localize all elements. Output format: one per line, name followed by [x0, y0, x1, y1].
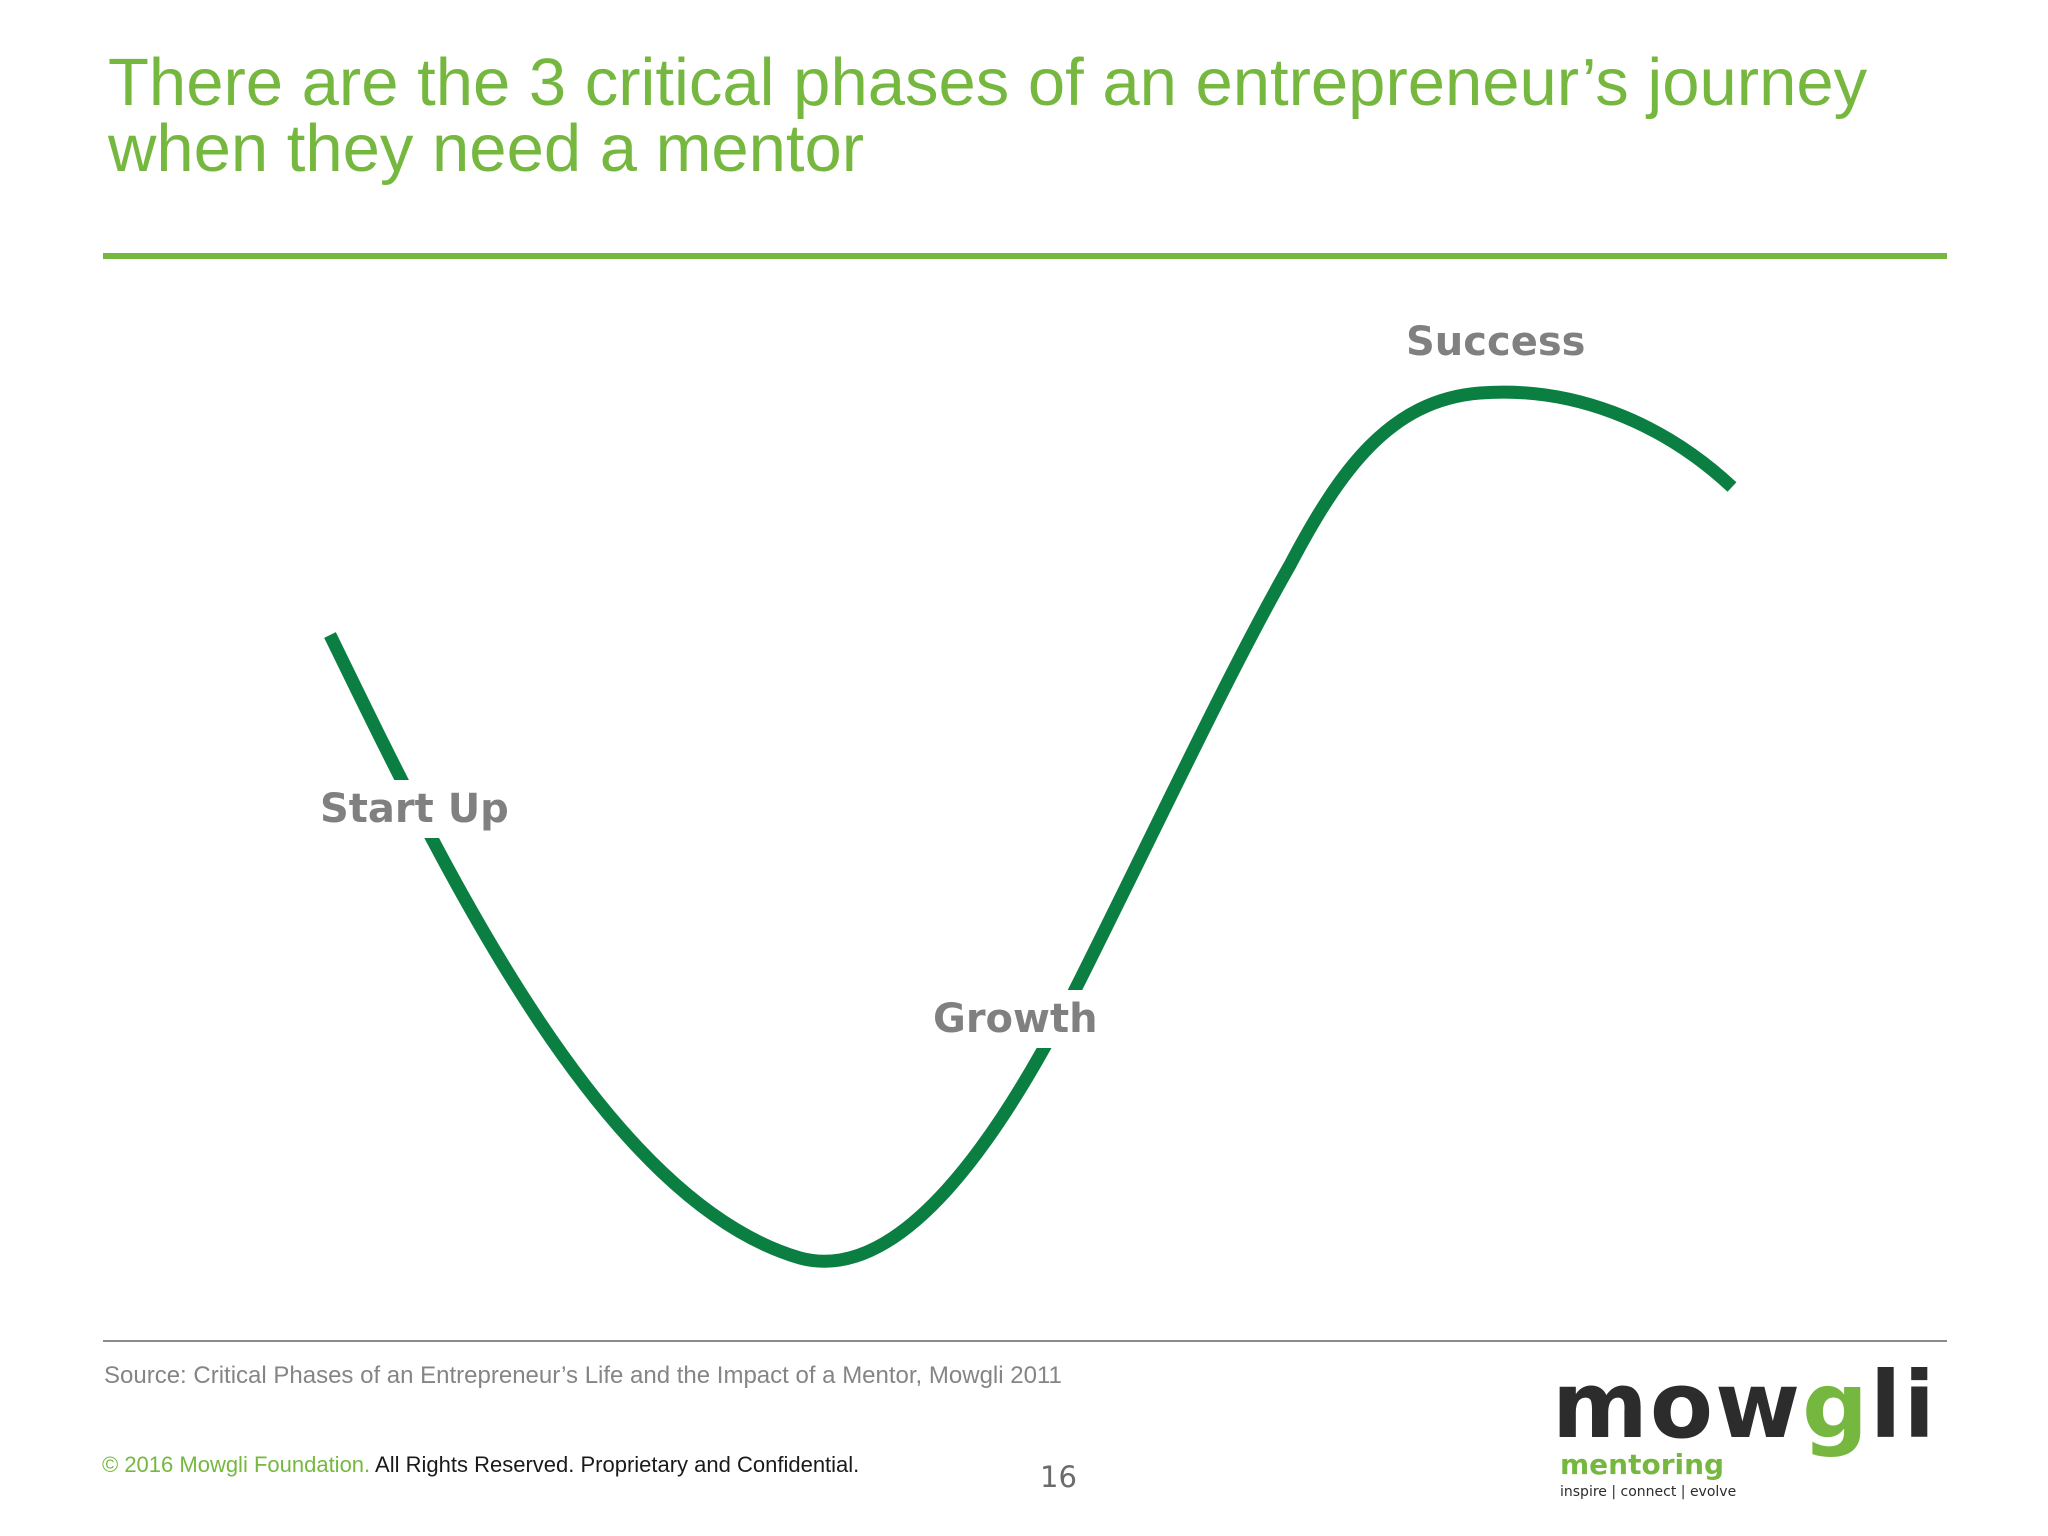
copyright-text: © 2016 Mowgli Foundation. — [102, 1452, 371, 1477]
phase-label-start-up: Start Up — [316, 780, 513, 838]
logo-word-end: li — [1869, 1352, 1937, 1459]
footer-copyright: © 2016 Mowgli Foundation. All Rights Res… — [102, 1452, 859, 1478]
logo-tagline: inspire | connect | evolve — [1560, 1484, 1737, 1500]
mowgli-logo: mowgli mentoring inspire | connect | evo… — [1552, 1360, 1935, 1510]
footer-divider — [103, 1340, 1947, 1342]
journey-curve — [324, 385, 1737, 1268]
logo-word-g: g — [1802, 1352, 1870, 1459]
logo-wordmark: mowgli — [1552, 1360, 1937, 1452]
slide-title: There are the 3 critical phases of an en… — [108, 45, 1968, 186]
phase-label-success: Success — [1402, 313, 1590, 371]
source-citation: Source: Critical Phases of an Entreprene… — [104, 1362, 1062, 1389]
slide-title-line1: There are the 3 critical phases of an en… — [108, 45, 1868, 120]
logo-word-start: mow — [1552, 1352, 1803, 1459]
page-number: 16 — [1040, 1460, 1077, 1494]
title-divider — [103, 253, 1947, 259]
logo-subtitle: mentoring — [1560, 1448, 1725, 1481]
phase-label-growth: Growth — [929, 990, 1102, 1048]
rights-text: All Rights Reserved. Proprietary and Con… — [370, 1452, 860, 1477]
slide-title-line2: when they need a mentor — [108, 111, 865, 186]
